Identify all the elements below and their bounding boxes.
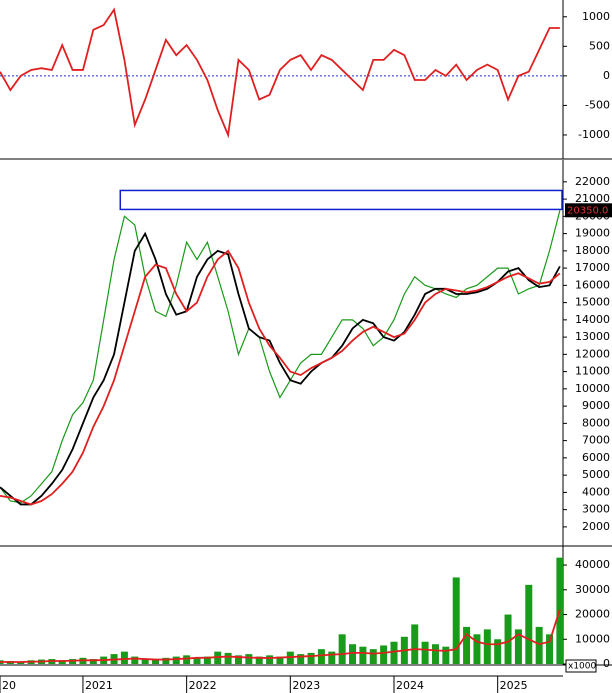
volume-bar <box>193 657 201 664</box>
y-tick-label: 1000 <box>582 10 610 23</box>
volume-bar <box>234 655 242 664</box>
volume-bar <box>380 645 388 664</box>
y-tick-label: 40000 <box>575 558 610 571</box>
y-tick-label: 30000 <box>575 583 610 596</box>
volume-bar <box>297 654 305 664</box>
y-tick-label: 15000 <box>575 296 610 309</box>
volume-bar <box>546 634 554 664</box>
volume-bar <box>328 651 336 664</box>
y-tick-label: 16000 <box>575 278 610 291</box>
y-tick-label: 5000 <box>582 468 610 481</box>
y-tick-label: 14000 <box>575 313 610 326</box>
volume-bar <box>483 629 491 664</box>
volume-bar <box>514 629 522 664</box>
volume-bar <box>58 660 66 664</box>
series-line <box>0 210 561 504</box>
volume-bar <box>473 634 481 664</box>
x-tick-label: 2025 <box>500 679 528 692</box>
y-tick-label: 500 <box>589 39 610 52</box>
volume-bar <box>431 644 439 664</box>
plot <box>0 557 563 664</box>
volume-bar <box>183 655 191 664</box>
series-line <box>0 249 561 506</box>
volume-bar <box>162 657 170 664</box>
y-tick-label: 10000 <box>575 632 610 645</box>
volume-bar <box>369 649 377 664</box>
y-tick-label: 13000 <box>575 330 610 343</box>
volume-average <box>0 609 561 663</box>
x-tick-label: 2024 <box>396 679 424 692</box>
y-tick-label: 7000 <box>582 434 610 447</box>
volume-bar <box>172 656 180 664</box>
volume-bar <box>359 646 367 664</box>
plot <box>0 7 563 139</box>
last-price-box <box>565 203 612 218</box>
y-tick-label: 17000 <box>575 261 610 274</box>
y-tick-label: -500 <box>585 98 610 111</box>
y-tick-label: 0 <box>603 69 610 82</box>
unit-box <box>565 659 597 673</box>
y-tick-label: 4000 <box>582 485 610 498</box>
y-tick-label: 2000 <box>582 520 610 533</box>
volume-bar <box>525 584 533 664</box>
volume-bar <box>224 652 232 664</box>
unit-label: x1000 <box>568 662 597 672</box>
y-tick-label: 20000 <box>575 608 610 621</box>
y-tick-label: 22000 <box>575 175 610 188</box>
volume-bar <box>349 644 357 664</box>
y-tick-label: 9000 <box>582 399 610 412</box>
y-tick-label: 12000 <box>575 347 610 360</box>
volume-bar <box>152 659 160 664</box>
plot <box>0 210 561 506</box>
x-tick-label: 2021 <box>85 679 113 692</box>
x-tick-label: 2022 <box>189 679 217 692</box>
volume-bar <box>307 652 315 664</box>
volume-bar <box>390 641 398 664</box>
y-tick-label: 0 <box>603 657 610 670</box>
x-tick-label: 2023 <box>292 679 320 692</box>
y-tick-label: -1000 <box>578 128 610 141</box>
volume-bar <box>276 656 284 664</box>
volume-bar <box>141 659 149 664</box>
volume-bar <box>463 626 471 664</box>
y-tick-label: 21000 <box>575 192 610 205</box>
y-tick-label: 19000 <box>575 227 610 240</box>
y-tick-label: 6000 <box>582 451 610 464</box>
volume-bar <box>245 654 253 664</box>
volume-bar <box>266 655 274 664</box>
volume-bar <box>452 577 460 664</box>
volume-bar <box>89 659 97 664</box>
volume-bar <box>421 641 429 664</box>
y-tick-label: 18000 <box>575 244 610 257</box>
volume-bar <box>255 656 263 664</box>
y-tick-label: 11000 <box>575 365 610 378</box>
volume-bar <box>442 646 450 664</box>
volume-bar <box>317 649 325 664</box>
series-line <box>0 231 561 506</box>
last-price-label: 20350.0 <box>567 205 608 216</box>
volume-bar <box>203 656 211 664</box>
volume-bar <box>131 656 139 664</box>
volume-bar <box>338 634 346 664</box>
y-tick-label: 3000 <box>582 503 610 516</box>
y-tick-label: 10000 <box>575 382 610 395</box>
volume-bar <box>120 651 128 664</box>
highlight-zone <box>119 189 563 211</box>
y-tick-label: 8000 <box>582 416 610 429</box>
series-line <box>0 7 560 139</box>
volume-bar <box>504 614 512 664</box>
volume-bar <box>535 626 543 664</box>
x-tick-label: 20 <box>2 679 16 692</box>
volume-bar <box>494 639 502 664</box>
volume-bar <box>411 624 419 664</box>
